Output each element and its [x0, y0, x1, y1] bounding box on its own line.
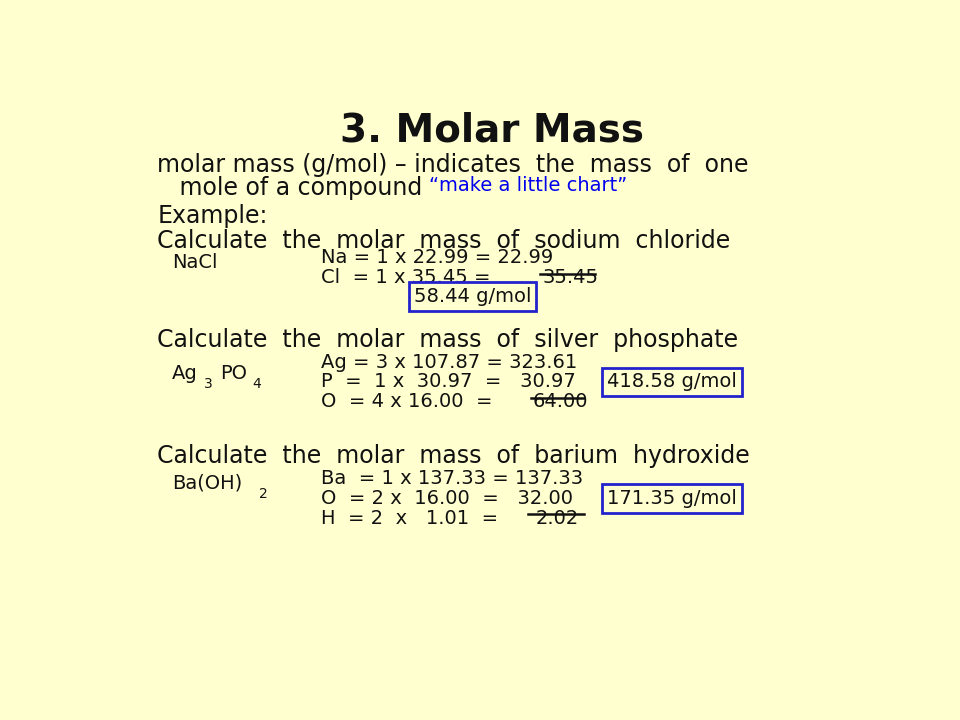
Text: molar mass (g/mol) – indicates  the  mass  of  one: molar mass (g/mol) – indicates the mass …	[157, 153, 749, 177]
Text: 2: 2	[259, 487, 268, 501]
Text: 3. Molar Mass: 3. Molar Mass	[340, 112, 644, 149]
Text: O  = 4 x 16.00  =: O = 4 x 16.00 =	[321, 392, 498, 411]
Text: 3: 3	[204, 377, 213, 392]
Text: Ba  = 1 x 137.33 = 137.33: Ba = 1 x 137.33 = 137.33	[321, 469, 583, 488]
Text: 35.45: 35.45	[542, 269, 599, 287]
Text: NaCl: NaCl	[172, 253, 218, 271]
Text: 58.44 g/mol: 58.44 g/mol	[414, 287, 532, 306]
Text: Cl  = 1 x 35.45 =: Cl = 1 x 35.45 =	[321, 269, 496, 287]
Text: mole of a compound: mole of a compound	[157, 176, 422, 200]
Text: 64.00: 64.00	[533, 392, 588, 411]
Text: PO: PO	[221, 364, 248, 382]
Text: Calculate  the  molar  mass  of  barium  hydroxide: Calculate the molar mass of barium hydro…	[157, 444, 750, 468]
Text: 171.35 g/mol: 171.35 g/mol	[608, 489, 737, 508]
Text: 4: 4	[252, 377, 261, 392]
Text: Example:: Example:	[157, 204, 268, 228]
Text: 2.02: 2.02	[535, 509, 579, 528]
Text: Na = 1 x 22.99 = 22.99: Na = 1 x 22.99 = 22.99	[321, 248, 553, 267]
Text: Ag = 3 x 107.87 = 323.61: Ag = 3 x 107.87 = 323.61	[321, 353, 577, 372]
Text: Calculate  the  molar  mass  of  sodium  chloride: Calculate the molar mass of sodium chlor…	[157, 230, 731, 253]
Text: O  = 2 x  16.00  =   32.00: O = 2 x 16.00 = 32.00	[321, 489, 573, 508]
Text: P  =  1 x  30.97  =   30.97: P = 1 x 30.97 = 30.97	[321, 372, 576, 392]
Text: “make a little chart”: “make a little chart”	[429, 176, 627, 195]
Text: Calculate  the  molar  mass  of  silver  phosphate: Calculate the molar mass of silver phosp…	[157, 328, 738, 351]
Text: Ag: Ag	[172, 364, 198, 382]
Text: H  = 2  x   1.01  =: H = 2 x 1.01 =	[321, 509, 511, 528]
Text: 418.58 g/mol: 418.58 g/mol	[608, 372, 737, 392]
Text: Ba(OH): Ba(OH)	[172, 473, 242, 492]
